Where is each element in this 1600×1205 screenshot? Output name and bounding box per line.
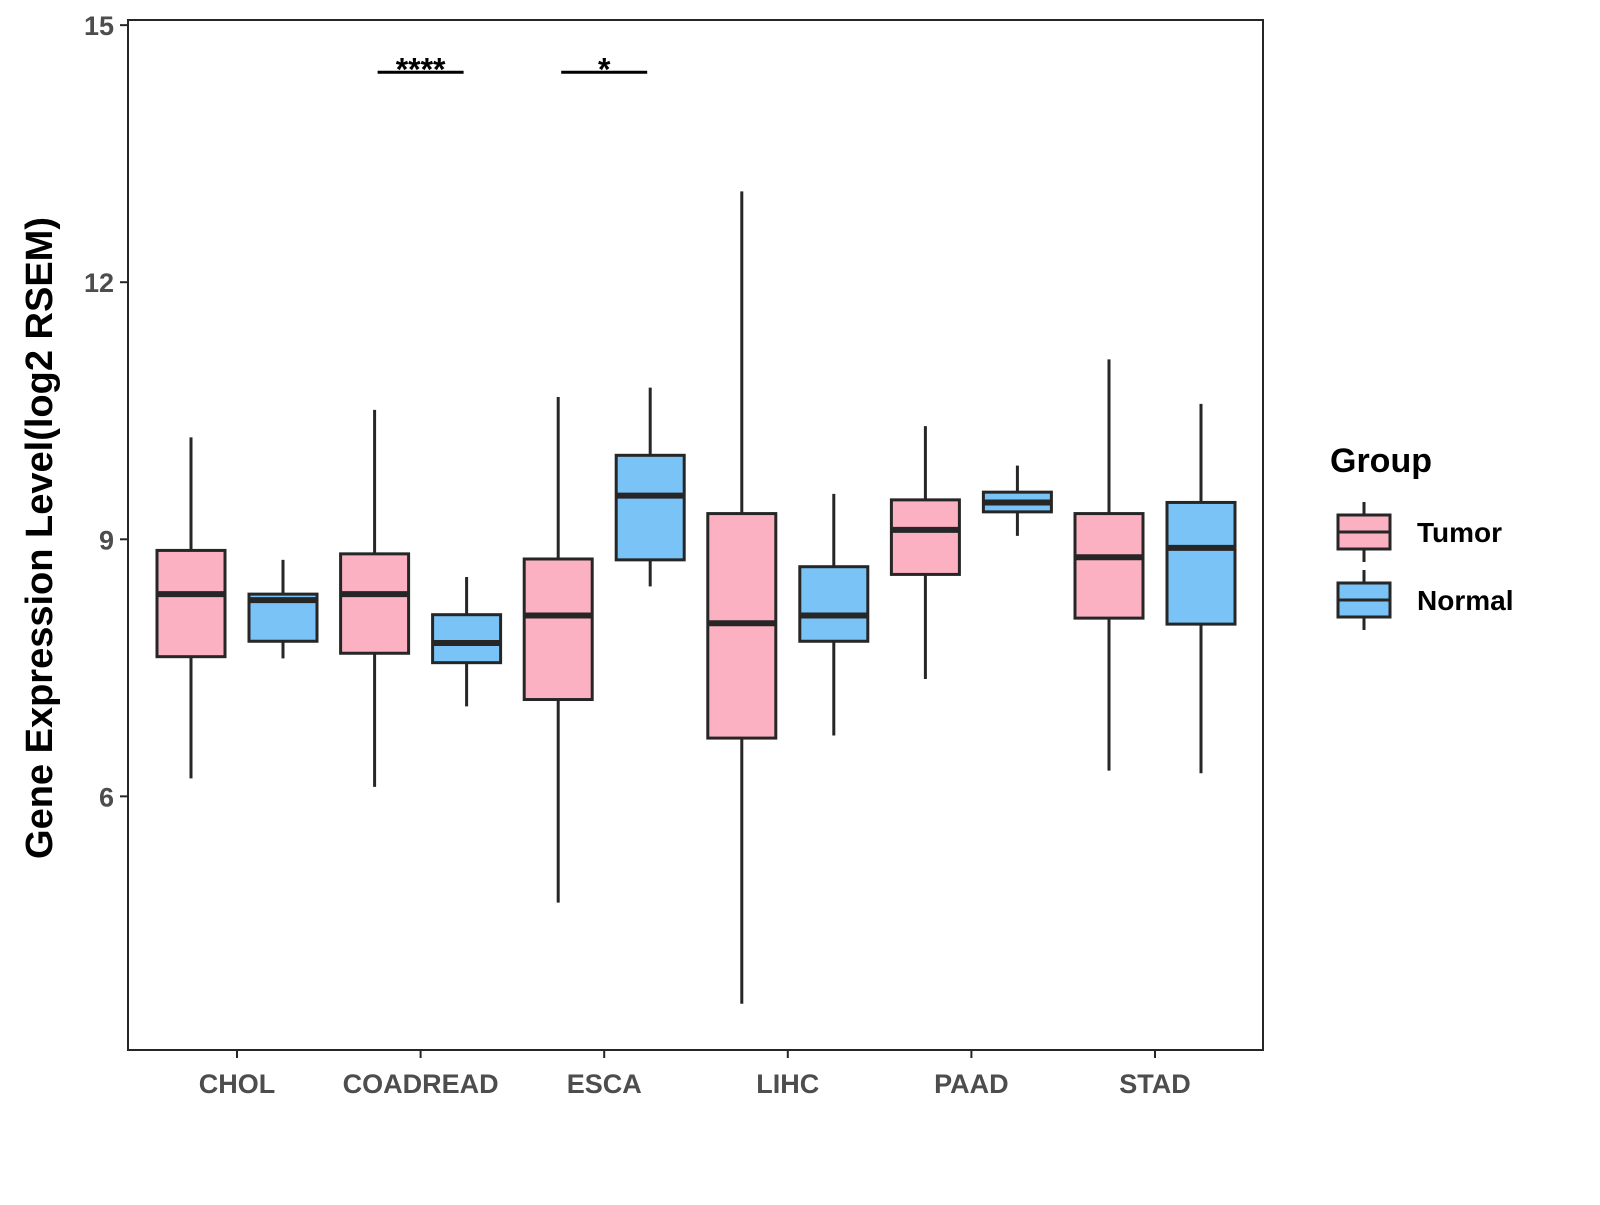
x-tick-label: PAAD [934,1069,1009,1099]
box-normal-coadread [431,613,503,665]
box-tumor-chol [155,548,227,659]
box-normal-lihc [798,565,870,643]
y-tick-label: 12 [84,268,114,298]
significance-label: **** [396,51,446,87]
box-normal-esca [614,453,686,562]
x-tick-label: CHOL [199,1069,276,1099]
box-tumor-stad [1073,512,1145,620]
y-axis-label: Gene Expression Level(log2 RSEM) [19,217,61,859]
significance-label: * [598,51,611,87]
y-tick-label: 6 [99,782,114,812]
y-tick-label: 9 [99,525,114,555]
x-tick-label: COADREAD [343,1069,499,1099]
legend-label: Normal [1417,585,1513,616]
x-tick-label: STAD [1119,1069,1191,1099]
box-tumor-paad [889,498,961,576]
x-tick-label: LIHC [756,1069,819,1099]
legend-title: Group [1330,442,1432,480]
x-tick-label: ESCA [567,1069,642,1099]
y-tick-label: 15 [84,11,114,41]
legend: Group Tumor Normal [1330,442,1513,630]
box-tumor-esca [522,557,594,702]
box-tumor-coadread [339,552,411,655]
legend-label: Tumor [1417,517,1502,548]
box-normal-stad [1165,500,1237,626]
